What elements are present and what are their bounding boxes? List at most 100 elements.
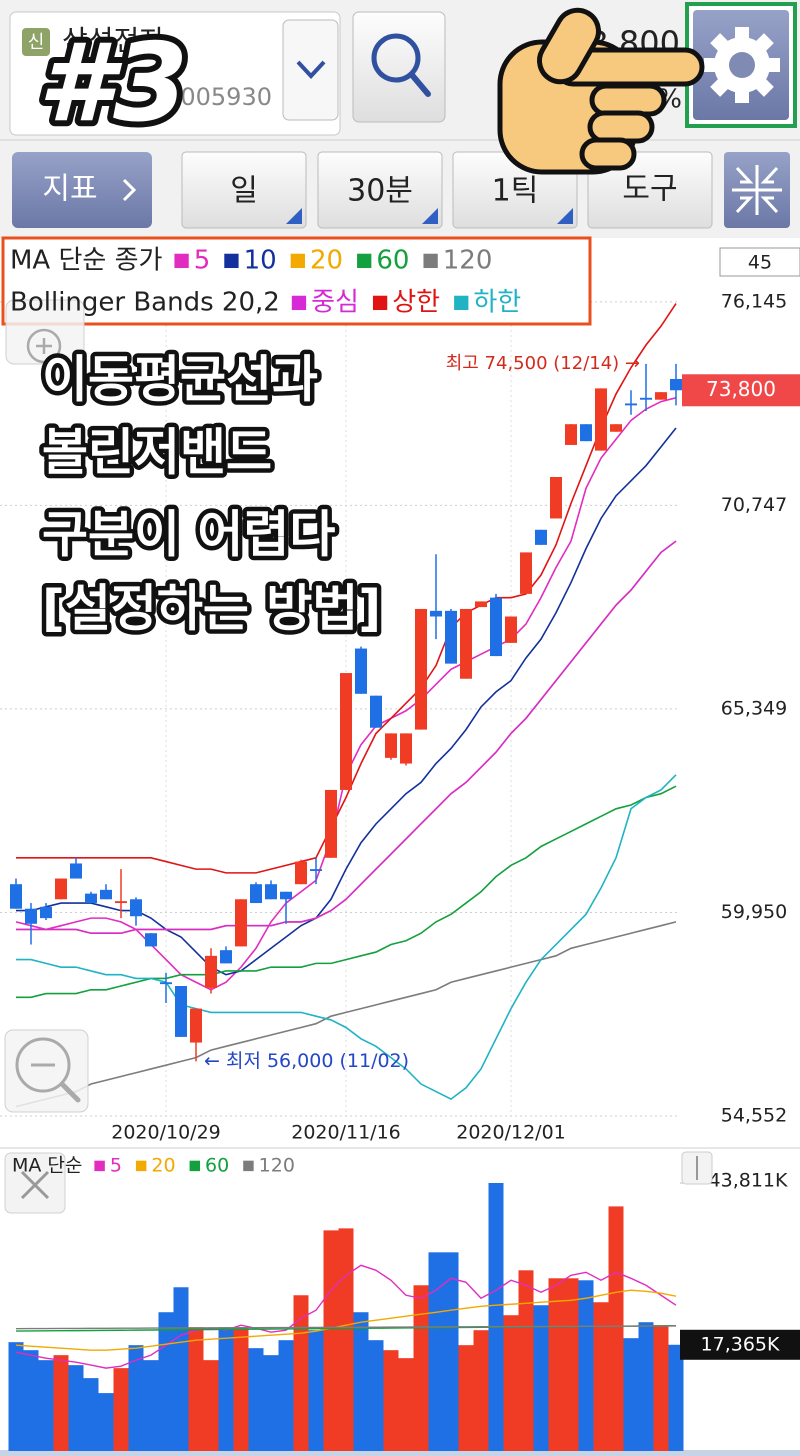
legend-title: Bollinger Bands 20,2 (10, 288, 280, 318)
candle-body (385, 733, 397, 758)
volume-bar (53, 1355, 69, 1451)
candle-body (415, 608, 427, 730)
volume-bar (413, 1285, 429, 1451)
volume-bar (668, 1344, 684, 1451)
legend-label: 하한 (473, 288, 521, 318)
volume-bar (458, 1345, 474, 1451)
period-corner (557, 208, 573, 224)
annotation-high: 최고 74,500 (12/14) → (446, 353, 640, 374)
candle-body (175, 985, 187, 1037)
close-icon (20, 1170, 50, 1200)
period-button[interactable] (181, 151, 307, 229)
period-label: 30분 (347, 174, 413, 209)
volume-bar (113, 1368, 129, 1451)
volume-bar (383, 1350, 399, 1451)
legend-swatch (454, 295, 469, 311)
volume-bar (578, 1280, 594, 1451)
volume-bar (488, 1183, 504, 1451)
count-box (719, 247, 800, 277)
dropdown-button[interactable] (282, 19, 339, 121)
candle-body (70, 863, 82, 879)
overlay-line: [설정하는 방법] (42, 580, 381, 638)
badge (22, 28, 50, 56)
volume-bar (248, 1348, 264, 1451)
current-volume-box (680, 1329, 800, 1360)
candle-body (670, 378, 682, 391)
candle-body (265, 884, 277, 900)
candle-body (340, 673, 352, 790)
volume-bar (158, 1312, 174, 1451)
search-icon-handle (409, 72, 431, 97)
volume-bar (563, 1278, 579, 1451)
candle-body (445, 610, 457, 664)
candle-body (310, 869, 322, 872)
volume-bar (518, 1270, 534, 1451)
candle-body (10, 884, 22, 909)
volume-bar (38, 1360, 54, 1451)
candle-body (220, 950, 232, 964)
zoom-in-button[interactable] (5, 299, 85, 365)
stock-card[interactable] (9, 11, 341, 136)
last-price-label: 73,800 (706, 377, 776, 401)
legend-label: 20 (151, 1155, 175, 1177)
volume-bar (443, 1252, 459, 1451)
pointing-hand (497, 7, 705, 175)
stock-name: 삼성전자 (62, 24, 165, 57)
search-button[interactable] (352, 11, 446, 123)
volume-bar (323, 1230, 339, 1451)
legend-label: 60 (205, 1155, 229, 1177)
candle-body (640, 397, 652, 400)
legend-label: 중심 (311, 288, 359, 318)
candle-body (295, 861, 307, 885)
tools-button[interactable] (587, 151, 713, 229)
volume-bar (653, 1325, 669, 1451)
candle-body (460, 608, 472, 679)
candle-body (205, 955, 217, 988)
volume-bar (188, 1327, 204, 1451)
period-label: 1틱 (492, 174, 539, 209)
volume-bar (233, 1327, 249, 1451)
volume-bar (293, 1295, 309, 1451)
candle-body (475, 601, 487, 608)
candle-body (160, 982, 172, 985)
period-corner (286, 208, 302, 224)
volume-bar (278, 1340, 294, 1451)
candle-body (400, 733, 412, 764)
volume-bar (638, 1322, 654, 1451)
candle-body (355, 648, 367, 694)
overlay-line: 이동평균선과 (42, 351, 318, 409)
volume-bar (338, 1228, 354, 1451)
y-tick-label: 59,950 (721, 901, 787, 923)
annotation-low: ← 최저 56,000 (11/02) (204, 1050, 409, 1072)
candle-body (145, 933, 157, 947)
legend-swatch (135, 1160, 147, 1172)
fullscreen-icon (732, 165, 782, 215)
volume-bar (308, 1330, 324, 1451)
volume-bar (218, 1327, 234, 1451)
candle-body (235, 899, 247, 947)
legend-label: 60 (376, 246, 409, 276)
volume-bar (503, 1315, 519, 1451)
candle-body (580, 424, 592, 442)
volume-bar (353, 1312, 369, 1451)
period-button[interactable] (317, 151, 443, 229)
gear-hole (729, 52, 755, 78)
legend-label: 120 (443, 246, 493, 276)
bottom-strip (0, 1450, 800, 1456)
dropdown-icon (296, 60, 326, 79)
last-price-box (682, 374, 800, 407)
legend-label: 5 (194, 246, 211, 276)
y-tick-label: 43,811K (709, 1170, 788, 1192)
legend-label: 10 (244, 246, 277, 276)
indicator-button[interactable] (12, 152, 152, 228)
volume-bar (428, 1252, 444, 1451)
candle-body (130, 899, 142, 917)
zoom-in-icon (26, 328, 62, 364)
volume-bar (98, 1393, 114, 1451)
volume-bar (533, 1305, 549, 1451)
indicator-line (16, 427, 677, 976)
current-volume-label: 17,365K (701, 1333, 780, 1355)
candle-body (505, 616, 517, 643)
